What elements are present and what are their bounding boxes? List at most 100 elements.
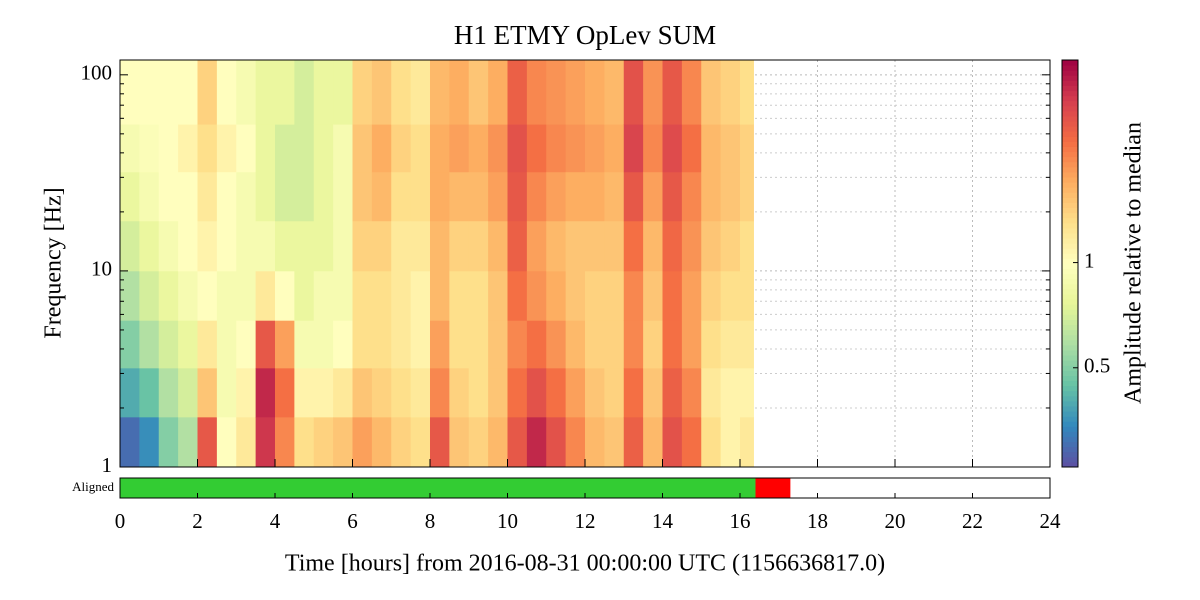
spectrogram-cell [585,270,605,321]
spectrogram-cell [488,367,508,418]
x-tick-label: 14 [652,509,674,533]
spectrogram-cell [333,60,353,125]
spectrogram-cell [178,270,198,321]
spectrogram-cell [565,220,586,272]
spectrogram-cell [236,367,257,418]
spectrogram-cell [352,416,373,468]
colorbar-swatch [1062,416,1078,422]
spectrogram-cell [526,60,547,125]
spectrogram-cell [294,220,315,272]
spectrogram-cell [410,270,431,321]
x-tick-label: 12 [575,509,596,533]
colorbar-swatch [1062,80,1078,86]
spectrogram-cell [468,270,489,321]
x-tick-label: 6 [347,509,358,533]
colorbar-swatch [1062,232,1078,239]
x-tick-label: 10 [497,509,518,533]
spectrogram-cell [333,416,353,468]
spectrogram-cell [565,367,586,418]
colorbar-swatch [1062,283,1078,290]
spectrogram-cell [216,320,237,369]
colorbar-swatch [1062,431,1078,437]
spectrogram-cell [255,320,276,369]
spectrogram-cell [371,60,392,125]
spectrogram-cell [333,171,353,222]
spectrogram-cell [255,60,276,125]
spectrogram-cell [410,320,431,369]
spectrogram-cell [449,416,470,468]
spectrogram-cell [565,270,586,321]
segment [120,478,756,498]
colorbar-swatch [1062,95,1078,102]
spectrogram-cell [488,171,508,222]
spectrogram-cell [468,60,489,125]
spectrogram-cell [158,320,179,369]
colorbar-swatch [1062,146,1078,153]
spectrogram-cell [275,320,295,369]
spectrogram-cell [604,220,625,272]
spectrogram-cell [178,124,198,173]
colorbar-swatch [1062,314,1078,320]
spectrogram-cell [139,124,160,173]
spectrogram-cell [643,171,663,222]
spectrogram-cell [740,416,754,468]
spectrogram-cell [313,60,334,125]
spectrogram-cell [216,367,237,418]
spectrogram-cell [391,367,412,418]
colorbar-swatch [1062,171,1078,178]
spectrogram-cell [430,124,450,173]
spectrogram-cell [643,320,663,369]
spectrogram-cell [410,416,431,468]
spectrogram-cell [546,60,567,125]
spectrogram-cell [643,60,663,125]
colorbar-swatch [1062,161,1078,168]
spectrogram-cell [294,320,315,369]
spectrogram-cell [275,171,295,222]
spectrogram-cell [120,367,140,418]
spectrogram-cell [120,270,140,321]
colorbar-swatch [1062,421,1078,427]
colorbar-swatch [1062,136,1078,142]
colorbar-swatch [1062,370,1078,376]
colorbar-swatch [1062,304,1078,310]
colorbar-swatch [1062,294,1078,300]
colorbar-swatch [1062,115,1078,122]
spectrogram-cell [681,416,702,468]
spectrogram-cell [720,124,741,173]
colorbar-swatch [1062,105,1078,112]
colorbar-label: Amplitude relative to median [1121,122,1147,404]
colorbar-swatch [1062,60,1078,66]
spectrogram-cell [720,416,741,468]
spectrogram-cell [488,320,508,369]
colorbar-tick-label: 1 [1084,248,1095,272]
colorbar-swatch [1062,126,1078,132]
colorbar-swatch [1062,309,1078,315]
spectrogram-cell [275,60,295,125]
spectrogram-cell [430,171,450,222]
colorbar-swatch [1062,85,1078,92]
spectrogram-cell [275,416,295,468]
spectrogram-cell [681,367,702,418]
spectrogram-cell [488,416,508,468]
x-tick-label: 8 [425,509,436,533]
spectrogram-cell [391,270,412,321]
spectrogram-cell [139,270,160,321]
spectrogram-cell [178,320,198,369]
y-tick-label: 1 [102,453,113,477]
spectrogram-cell [236,220,257,272]
spectrogram-cell [120,60,140,125]
spectrogram-cell [236,270,257,321]
spectrogram-cell [740,60,754,125]
spectrogram-cell [236,171,257,222]
spectrogram-cell [604,124,625,173]
colorbar-swatch [1062,151,1078,158]
colorbar-swatch [1062,258,1078,264]
spectrogram-cell [236,124,257,173]
spectrogram-cell [740,320,754,369]
spectrogram-cell [507,416,528,468]
spectrogram-cell [643,220,663,272]
spectrogram-cell [449,270,470,321]
spectrogram-cell [371,171,392,222]
spectrogram-cell [139,220,160,272]
spectrogram-cell [158,367,179,418]
